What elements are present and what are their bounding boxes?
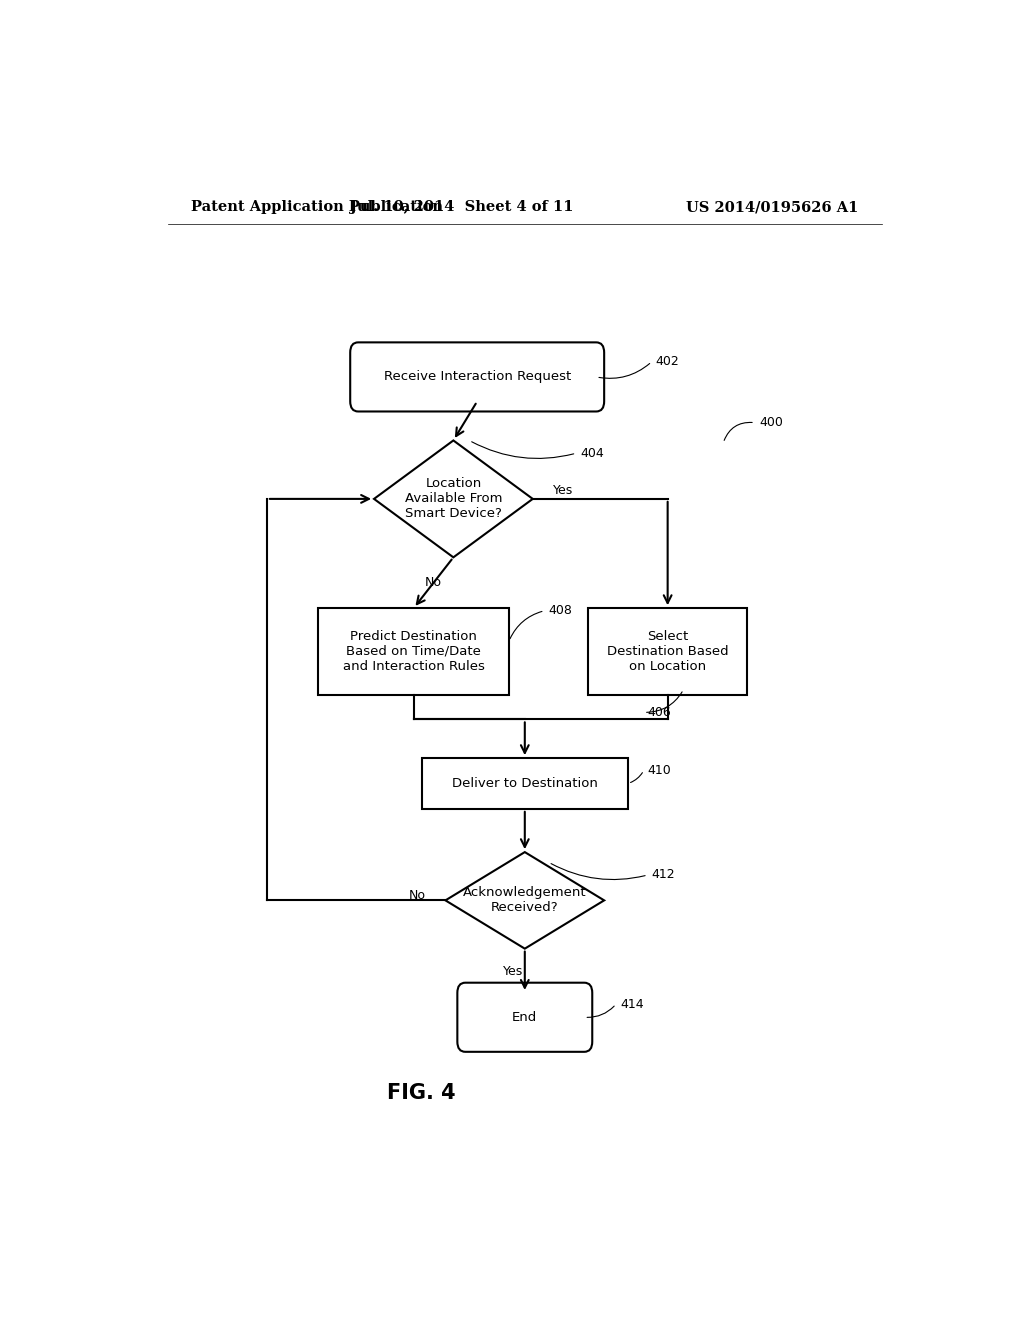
Text: 412: 412 — [652, 869, 676, 882]
Text: Yes: Yes — [553, 484, 572, 498]
Bar — [318, 609, 509, 694]
Text: Yes: Yes — [503, 965, 523, 978]
Text: 400: 400 — [759, 416, 782, 429]
Text: 406: 406 — [648, 706, 672, 719]
Text: Deliver to Destination: Deliver to Destination — [452, 777, 598, 789]
Text: Receive Interaction Request: Receive Interaction Request — [384, 371, 570, 383]
Text: 408: 408 — [549, 605, 572, 618]
Text: 404: 404 — [581, 446, 604, 459]
Polygon shape — [374, 441, 532, 557]
Polygon shape — [445, 853, 604, 949]
Text: 402: 402 — [655, 355, 680, 368]
Text: No: No — [425, 577, 442, 589]
Text: Patent Application Publication: Patent Application Publication — [191, 201, 443, 214]
Text: End: End — [512, 1011, 538, 1024]
Text: Acknowledgement
Received?: Acknowledgement Received? — [463, 886, 587, 915]
Text: 414: 414 — [620, 998, 644, 1011]
Text: FIG. 4: FIG. 4 — [387, 1084, 456, 1104]
Text: No: No — [409, 888, 426, 902]
Bar — [422, 758, 628, 809]
Text: Predict Destination
Based on Time/Date
and Interaction Rules: Predict Destination Based on Time/Date a… — [343, 630, 484, 673]
Bar — [588, 609, 748, 694]
Text: Jul. 10, 2014  Sheet 4 of 11: Jul. 10, 2014 Sheet 4 of 11 — [349, 201, 573, 214]
FancyBboxPatch shape — [350, 342, 604, 412]
Text: Location
Available From
Smart Device?: Location Available From Smart Device? — [404, 478, 502, 520]
Text: Select
Destination Based
on Location: Select Destination Based on Location — [607, 630, 728, 673]
Text: 410: 410 — [648, 764, 672, 776]
Text: US 2014/0195626 A1: US 2014/0195626 A1 — [686, 201, 858, 214]
FancyBboxPatch shape — [458, 982, 592, 1052]
